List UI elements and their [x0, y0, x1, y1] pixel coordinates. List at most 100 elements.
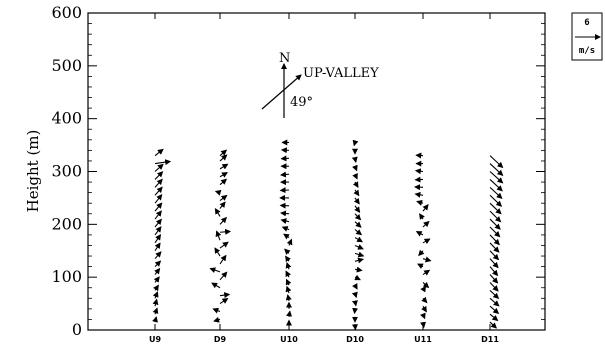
scale-legend-unit: m/s [579, 46, 595, 56]
wind-vector [422, 269, 431, 276]
x-tick-label: D10 [346, 335, 364, 344]
wind-vector [285, 255, 291, 263]
wind-vector [422, 256, 432, 263]
wind-vector [489, 305, 500, 315]
y-tick-label: 400 [51, 109, 82, 128]
wind-vector [352, 164, 358, 172]
wind-vector [489, 258, 499, 269]
wind-vector [154, 260, 162, 267]
wind-vector [219, 228, 232, 235]
profile-d10 [351, 139, 365, 331]
wind-vector [351, 300, 358, 307]
wind-vector [153, 284, 159, 292]
wind-vector [213, 316, 221, 323]
wind-vector [154, 242, 161, 252]
wind-vector [285, 285, 292, 294]
wind-vector [219, 194, 228, 201]
wind-vector [354, 205, 361, 213]
profile-d9 [209, 149, 232, 323]
wind-vector [283, 233, 290, 240]
wind-vector [418, 249, 425, 257]
wind-vector [489, 202, 502, 215]
wind-vector [281, 226, 290, 232]
wind-vector [154, 202, 163, 212]
wind-vector [351, 291, 358, 299]
wind-vector [154, 194, 163, 204]
wind-vector [219, 154, 228, 162]
wind-vector [489, 282, 499, 292]
wind-vector [354, 266, 363, 273]
wind-vector [285, 278, 292, 286]
wind-vector [154, 267, 161, 275]
wind-vector [417, 263, 424, 269]
profile-u11 [414, 152, 432, 329]
wind-vector [214, 189, 222, 196]
x-tick-label: D9 [214, 335, 227, 344]
wind-vector [354, 244, 364, 250]
wind-vector [422, 238, 431, 245]
wind-vector [354, 257, 364, 264]
y-tick-label: 200 [51, 214, 82, 233]
wind-vector [354, 236, 364, 243]
wind-vector [285, 261, 292, 270]
orientation-annotation: N UP-VALLEY 49° [261, 51, 379, 118]
profile-u9 [152, 148, 172, 323]
wind-vector [354, 251, 365, 258]
wind-vector [414, 191, 424, 198]
wind-vector [280, 218, 290, 225]
wind-vector [489, 163, 504, 177]
plot-frame [87, 12, 546, 331]
wind-vector [489, 289, 500, 300]
wind-vector [154, 251, 162, 260]
wind-vector [421, 305, 427, 313]
wind-vector [489, 242, 500, 253]
wind-vector [419, 213, 425, 220]
wind-vector [489, 321, 498, 329]
wind-vector [280, 210, 290, 217]
wind-vector [219, 292, 231, 299]
wind-vector [286, 310, 293, 317]
y-tick-label: 300 [51, 162, 82, 181]
wind-vector [154, 159, 172, 166]
wind-vector [219, 163, 229, 170]
x-tick-label: U9 [149, 335, 161, 344]
wind-vector [154, 234, 162, 244]
angle-label: 49° [290, 95, 313, 110]
wind-vector [489, 194, 503, 207]
wind-vector [353, 197, 360, 205]
wind-vector [489, 226, 501, 238]
wind-vector [219, 241, 229, 249]
up-valley-arrow [261, 74, 302, 110]
wind-vector [285, 294, 292, 302]
up-valley-label: UP-VALLEY [303, 66, 379, 81]
wind-vector [154, 148, 164, 157]
wind-vector [219, 297, 229, 305]
wind-vector [489, 186, 503, 199]
wind-vector [422, 220, 430, 228]
wind-vector [211, 282, 221, 289]
wind-vector [154, 186, 163, 196]
wind-vector [286, 238, 293, 246]
wind-vector [489, 218, 501, 230]
wind-vector [489, 313, 499, 322]
y-tick-label: 600 [51, 3, 82, 22]
wind-vector [219, 172, 229, 178]
wind-vector [352, 181, 359, 188]
wind-vector [214, 207, 221, 217]
wind-vector [215, 230, 222, 241]
wind-vector [153, 276, 160, 283]
wind-vector [415, 231, 424, 237]
wind-vector [489, 155, 504, 169]
wind-vector [489, 250, 500, 261]
y-tick-label: 100 [51, 267, 82, 286]
wind-vector [152, 298, 159, 307]
wind-vector [209, 267, 221, 273]
wind-vector [152, 316, 158, 323]
x-axis-ticks: U9 D9 U10 D10 U11 D11 [149, 13, 499, 344]
wind-vector [219, 178, 228, 186]
scale-legend: 6 m/s [571, 12, 603, 61]
wind-vector [351, 156, 358, 164]
wind-vector [212, 307, 221, 314]
wind-vector [152, 291, 159, 299]
